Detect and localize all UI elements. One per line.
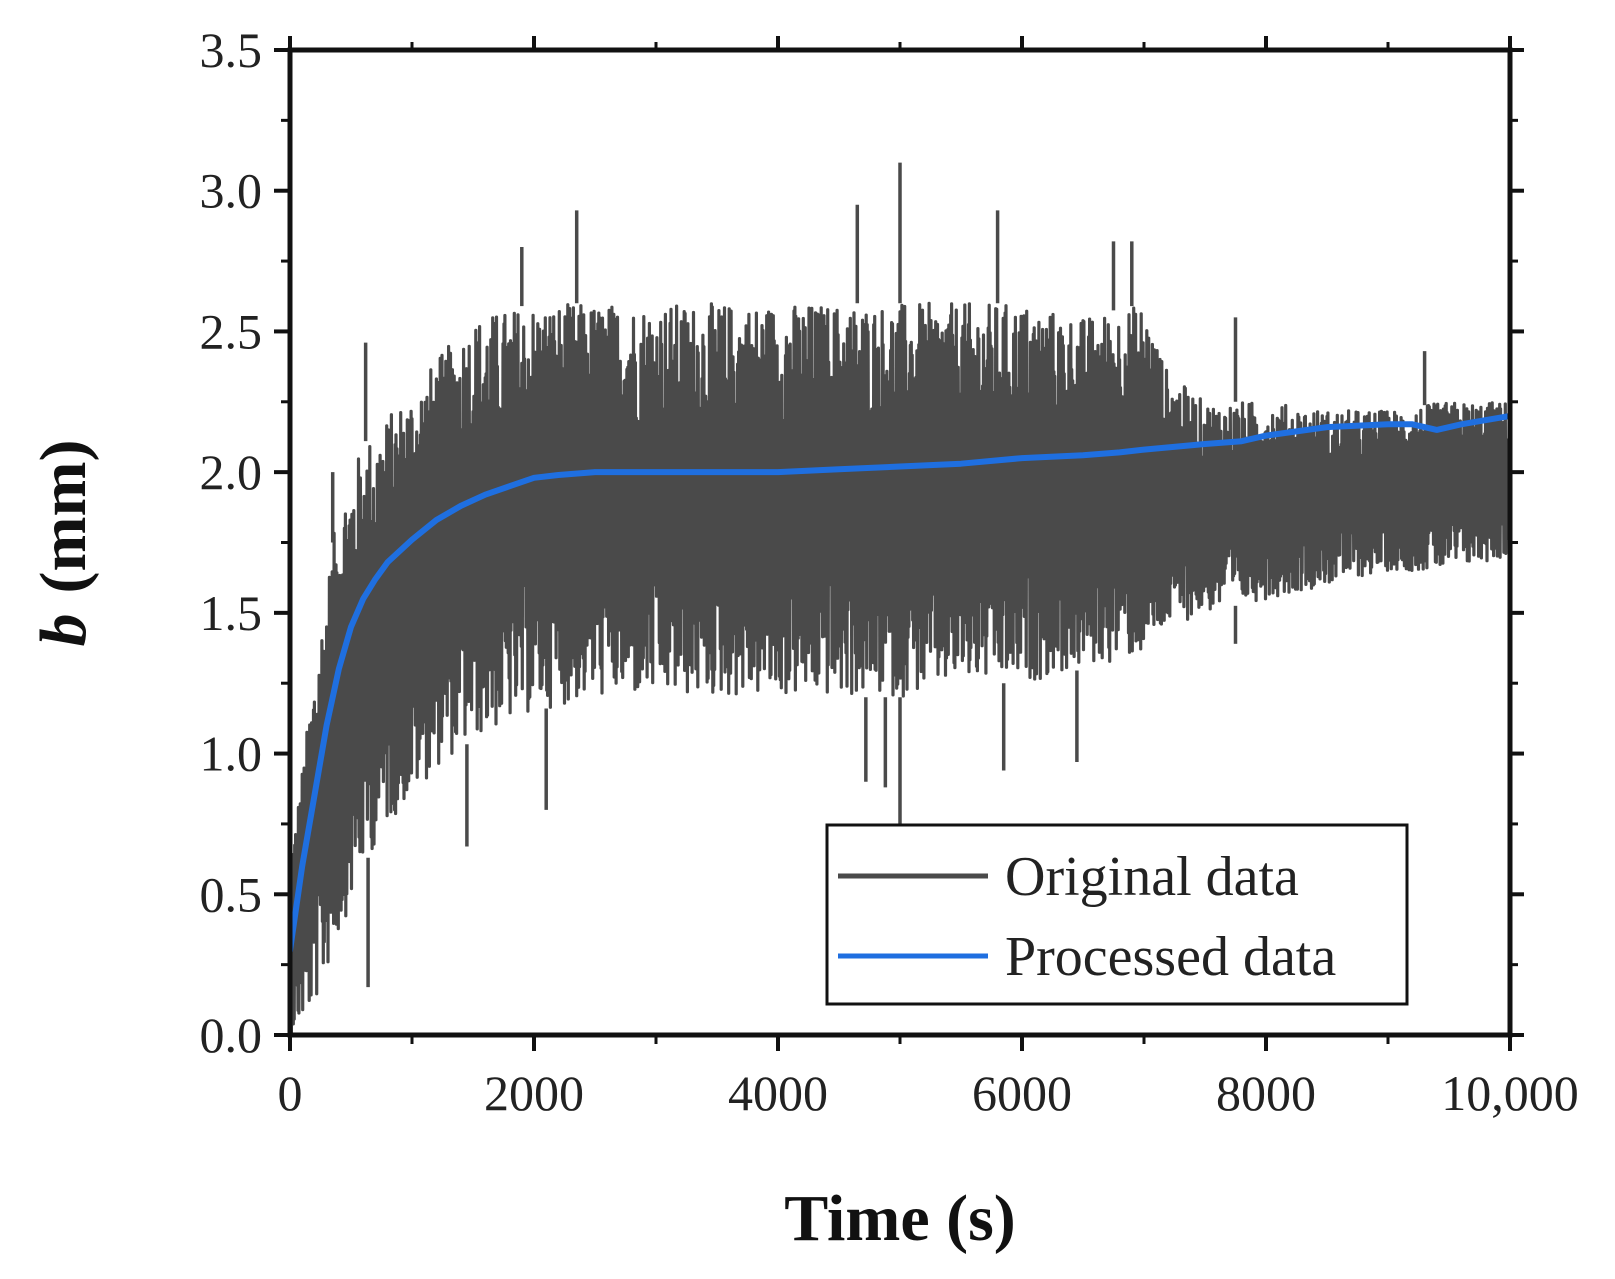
y-tick-label: 0.0 bbox=[200, 1007, 263, 1063]
x-axis-title: Time (s) bbox=[784, 1182, 1016, 1255]
series-original-line bbox=[290, 301, 1510, 1035]
legend-box bbox=[825, 823, 1409, 1006]
y-tick-label: 3.5 bbox=[200, 22, 263, 78]
legend-label-processed: Processed data bbox=[1005, 926, 1336, 988]
y-axis-title-unit: (mm) bbox=[27, 440, 100, 594]
x-tick-label: 6000 bbox=[972, 1065, 1072, 1121]
axis-ticks: 0 2000 4000 6000 8000 10,000 0.0 0.5 1.0 1.5 2.0 2.… bbox=[200, 22, 1579, 1121]
x-tick-label: 2000 bbox=[484, 1065, 584, 1121]
legend: Original data Processed data bbox=[825, 823, 1409, 1006]
y-tick-label: 0.5 bbox=[200, 866, 263, 922]
y-tick-label: 1.0 bbox=[200, 726, 263, 782]
y-axis-title: b (mm) bbox=[27, 440, 100, 647]
legend-label-original: Original data bbox=[1005, 846, 1299, 908]
y-axis-title-symbol: b bbox=[27, 613, 100, 646]
x-tick-label: 10,000 bbox=[1441, 1065, 1579, 1121]
plot-area bbox=[290, 162, 1510, 1035]
y-tick-label: 3.0 bbox=[200, 163, 263, 219]
y-tick-label: 2.0 bbox=[200, 444, 263, 500]
x-tick-label: 8000 bbox=[1216, 1065, 1316, 1121]
x-tick-label: 4000 bbox=[728, 1065, 828, 1121]
series-processed-line bbox=[290, 412, 1510, 954]
y-tick-label: 2.5 bbox=[200, 303, 263, 359]
x-tick-label: 0 bbox=[278, 1065, 303, 1121]
y-tick-label: 1.5 bbox=[200, 585, 263, 641]
